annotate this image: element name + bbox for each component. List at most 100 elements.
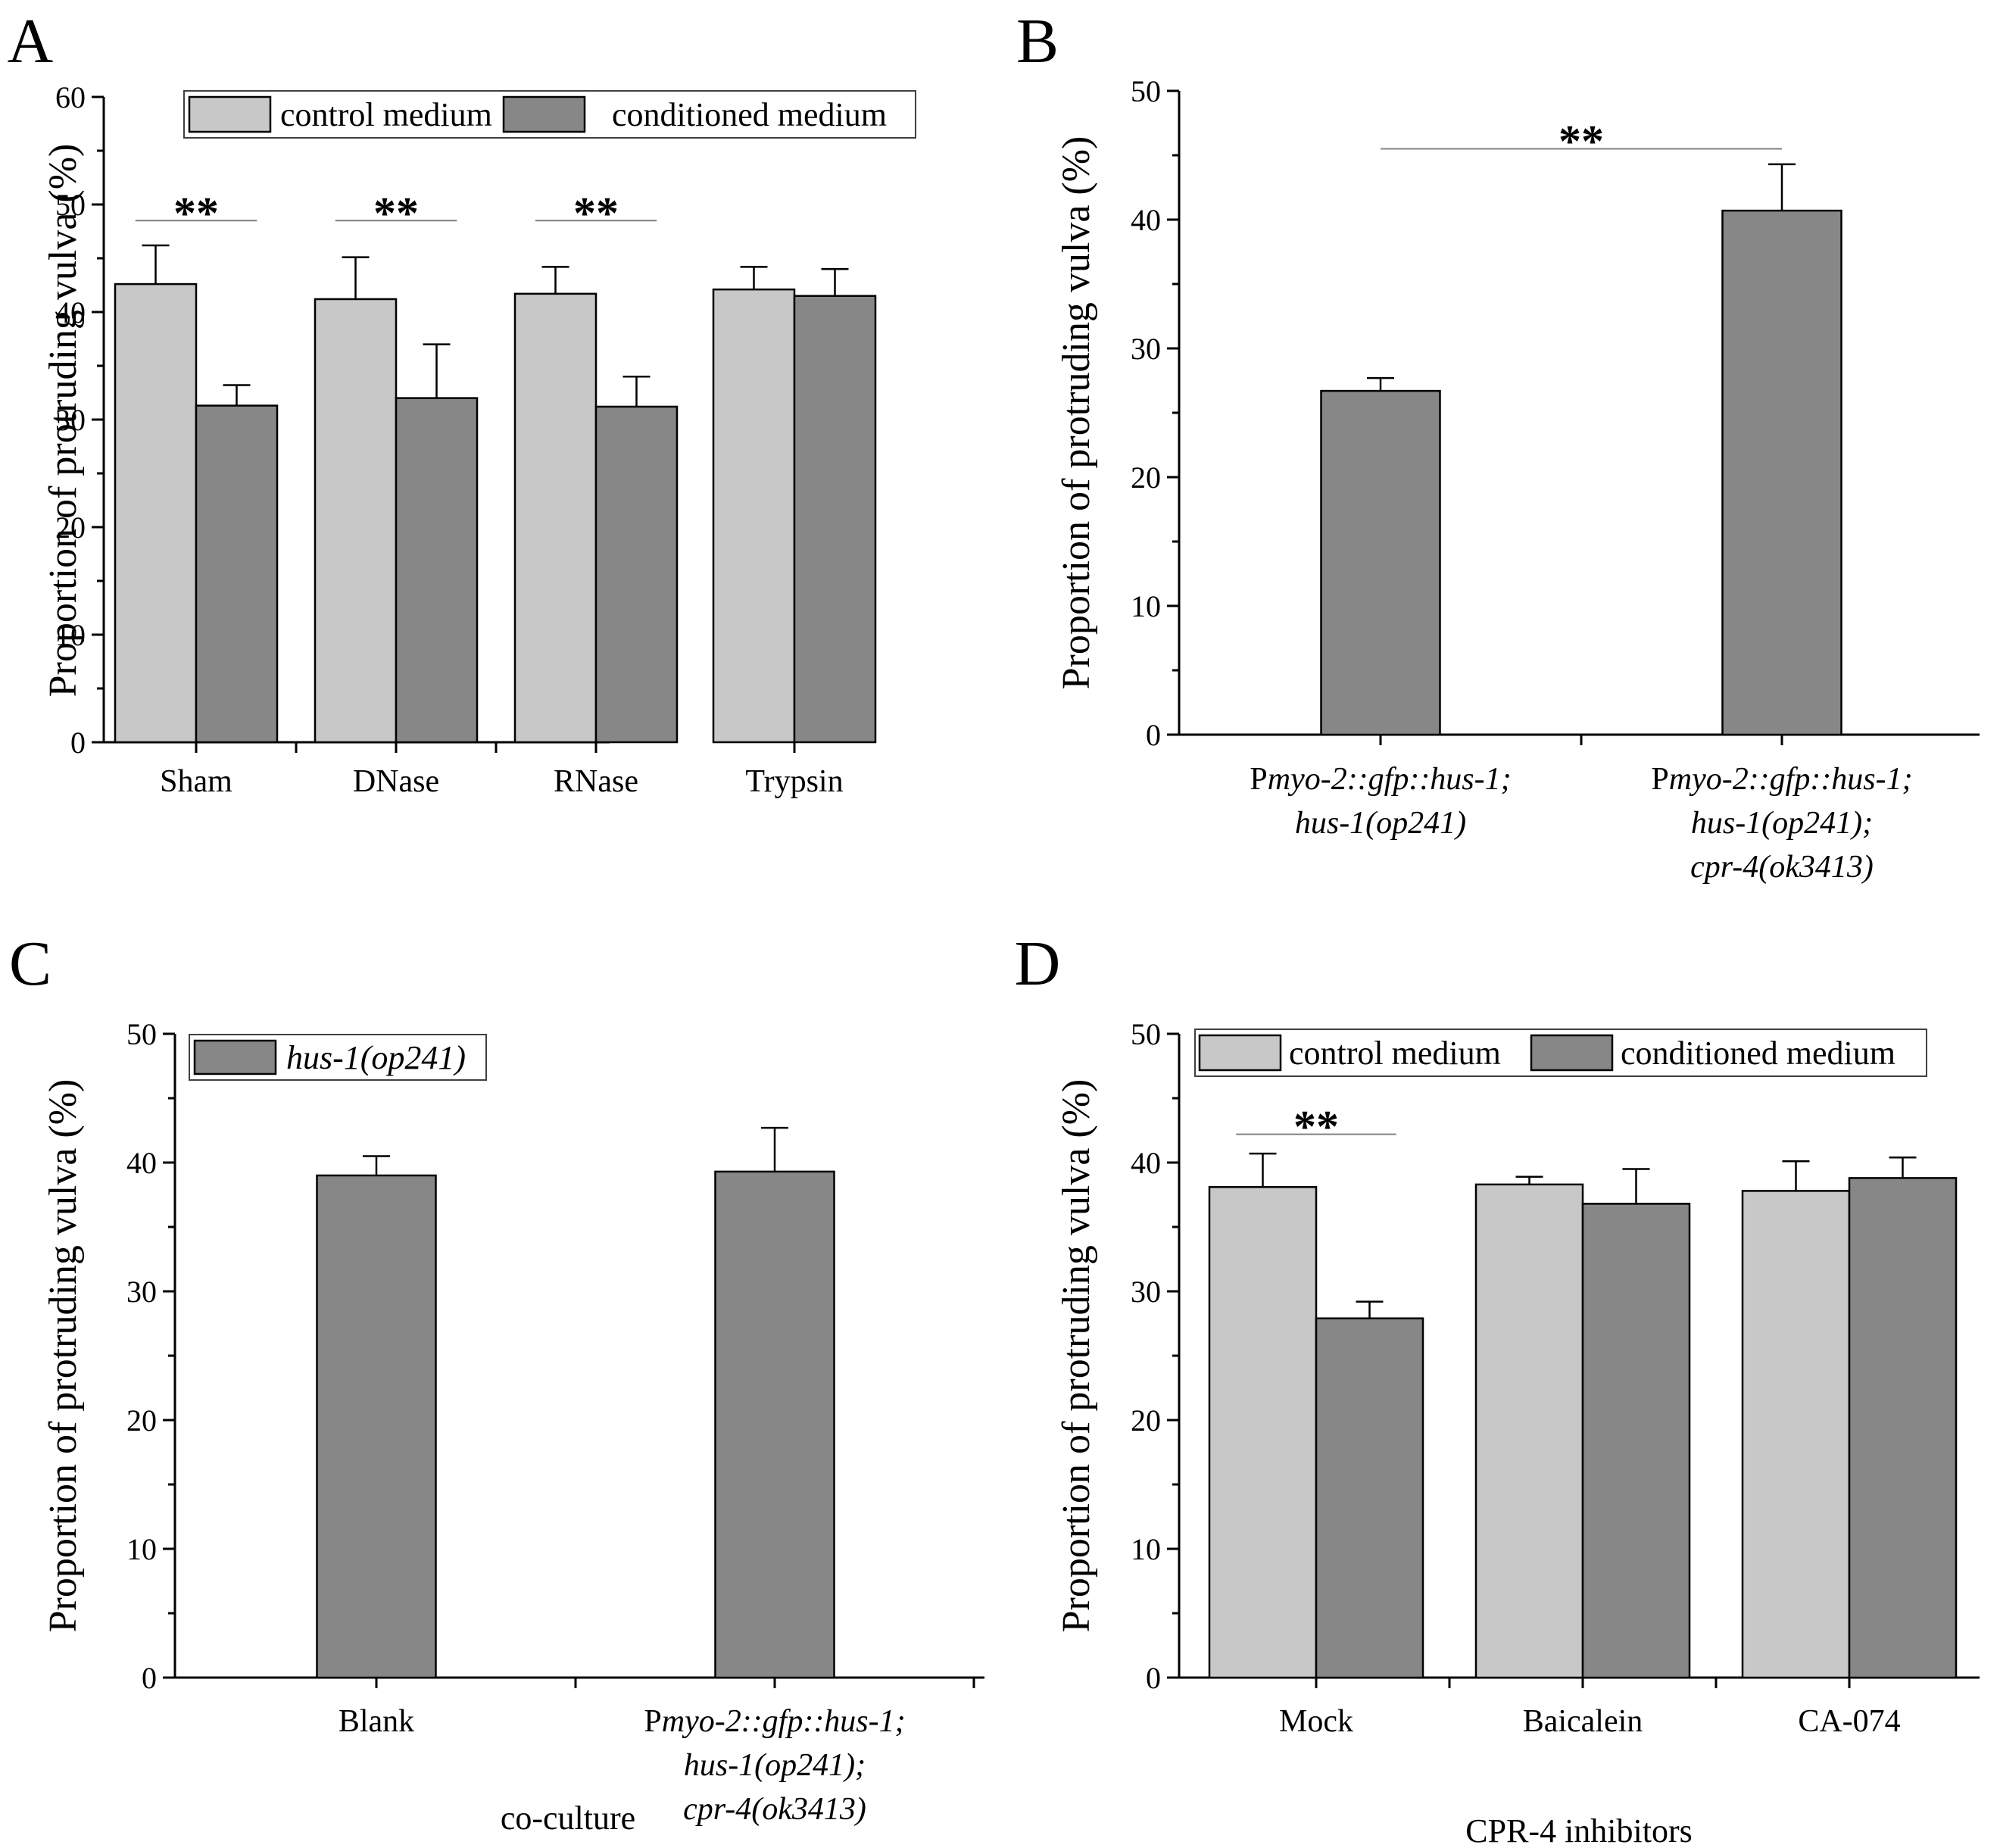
bar: [1581, 1203, 1691, 1679]
x-tick-label: Blank: [339, 1704, 414, 1739]
bar: [1741, 1190, 1851, 1679]
y-axis-label: Proportion of protruding vulva (%): [1055, 1079, 1098, 1633]
y-axis-label: Proportion of protruding vulva (%): [42, 1079, 85, 1633]
y-tick-label: 60: [55, 80, 86, 114]
panel-letter: A: [8, 6, 54, 76]
legend-swatch: [502, 95, 586, 133]
significance-label: **: [1559, 117, 1604, 167]
y-tick-label: 20: [126, 1403, 157, 1438]
x-tick-label: Baicalein: [1523, 1704, 1643, 1739]
x-tick-label: RNase: [554, 764, 638, 799]
y-tick-label: 40: [126, 1146, 157, 1180]
significance-label: **: [373, 188, 419, 238]
x-tick-label: hus-1(op241): [1295, 806, 1466, 841]
bar: [1320, 389, 1441, 736]
x-tick-label-seg: myo-2::gfp::hus-1;: [1669, 762, 1913, 797]
y-tick-label: 40: [55, 295, 86, 329]
x-tick-label: hus-1(op241);: [684, 1748, 866, 1783]
legend-entry-label-seg: control medium: [280, 96, 492, 133]
x-tick-label-seg: P: [644, 1704, 661, 1739]
x-tick-label-seg: cpr-4(ok3413): [1690, 850, 1874, 885]
legend-entry-label-seg: conditioned medium: [1621, 1035, 1895, 1072]
bar: [316, 1174, 437, 1679]
legend-entry-label: control medium: [1289, 1035, 1501, 1072]
y-tick-label: 30: [126, 1275, 157, 1309]
x-tick-label-seg: P: [1651, 762, 1668, 797]
bar: [395, 397, 479, 744]
x-tick-label: Mock: [1279, 1704, 1353, 1739]
y-tick-label: 20: [55, 510, 86, 545]
x-tick-label-seg: hus-1(op241);: [1691, 806, 1873, 841]
bar: [714, 1170, 835, 1679]
panel-letter: B: [1016, 6, 1059, 76]
y-tick-label: 50: [55, 188, 86, 222]
bar: [114, 283, 198, 744]
bar: [594, 405, 679, 744]
x-tick-label: Sham: [160, 764, 232, 799]
y-tick-label: 50: [126, 1017, 157, 1051]
y-tick-label: 10: [126, 1532, 157, 1566]
x-tick-label: Pmyo-2::gfp::hus-1;: [644, 1704, 905, 1739]
x-tick-label: DNase: [353, 764, 439, 799]
bar: [1208, 1186, 1318, 1679]
bar: [314, 298, 398, 744]
x-axis-label: co-culture: [501, 1800, 635, 1837]
significance-label: **: [1293, 1102, 1339, 1152]
y-tick-label: 40: [1131, 203, 1161, 237]
y-tick-label: 0: [1146, 1661, 1161, 1695]
x-tick-label-seg: P: [1250, 762, 1267, 797]
legend-entry-label: conditioned medium: [1621, 1035, 1895, 1072]
y-tick-label: 10: [55, 618, 86, 652]
bar: [513, 292, 598, 744]
bar: [793, 295, 877, 744]
bar: [1474, 1183, 1584, 1679]
x-tick-label: cpr-4(ok3413): [1690, 850, 1874, 885]
x-tick-label-seg: cpr-4(ok3413): [683, 1792, 866, 1827]
legend-swatch: [188, 95, 272, 133]
y-tick-label: 50: [1131, 74, 1161, 108]
x-tick-label: Trypsin: [745, 764, 843, 799]
x-tick-label: cpr-4(ok3413): [683, 1792, 866, 1827]
x-tick-label: CA-074: [1798, 1704, 1900, 1739]
x-tick-label-seg: myo-2::gfp::hus-1;: [1268, 762, 1512, 797]
panel-letter: D: [1015, 929, 1061, 999]
panel-letter: C: [9, 929, 51, 999]
legend-entry-label: conditioned medium: [612, 96, 887, 133]
legend-entry-label-seg: control medium: [1289, 1035, 1501, 1072]
y-tick-label: 30: [1131, 1275, 1161, 1309]
y-tick-label: 10: [1131, 589, 1161, 623]
x-tick-label: Pmyo-2::gfp::hus-1;: [1651, 762, 1912, 797]
legend-swatch: [1530, 1034, 1614, 1072]
y-tick-label: 50: [1131, 1017, 1161, 1051]
y-axis-label: Proportion of protruding vulva (%): [1055, 136, 1098, 690]
bar: [195, 404, 279, 744]
y-tick-label: 10: [1131, 1532, 1161, 1566]
y-tick-label: 0: [1146, 718, 1161, 752]
legend-swatch: [193, 1039, 277, 1075]
x-tick-label-seg: myo-2::gfp::hus-1;: [662, 1704, 906, 1739]
legend-entry-label: hus-1(op241): [286, 1039, 466, 1076]
y-tick-label: 0: [70, 726, 86, 760]
significance-label: **: [573, 188, 619, 238]
bar: [1721, 209, 1842, 736]
bar: [1848, 1177, 1958, 1679]
x-tick-label-seg: hus-1(op241): [1295, 806, 1466, 841]
x-tick-label: hus-1(op241);: [1691, 806, 1873, 841]
x-tick-label-seg: hus-1(op241);: [684, 1748, 866, 1783]
significance-label: **: [173, 188, 219, 238]
y-tick-label: 40: [1131, 1146, 1161, 1180]
legend-entry-label-seg: conditioned medium: [612, 96, 887, 133]
y-tick-label: 20: [1131, 460, 1161, 495]
legend-swatch: [1198, 1034, 1282, 1072]
y-tick-label: 30: [1131, 332, 1161, 366]
y-tick-label: 0: [142, 1661, 157, 1695]
x-tick-label: Pmyo-2::gfp::hus-1;: [1250, 762, 1511, 797]
y-axis-label: Proportion of protruding vulva (%): [42, 144, 85, 698]
legend-entry-label: control medium: [280, 96, 492, 133]
y-tick-label: 30: [55, 403, 86, 437]
x-axis-label: CPR-4 inhibitors: [1465, 1812, 1693, 1848]
bar: [712, 288, 796, 744]
bar: [1315, 1317, 1424, 1679]
y-tick-label: 20: [1131, 1403, 1161, 1438]
